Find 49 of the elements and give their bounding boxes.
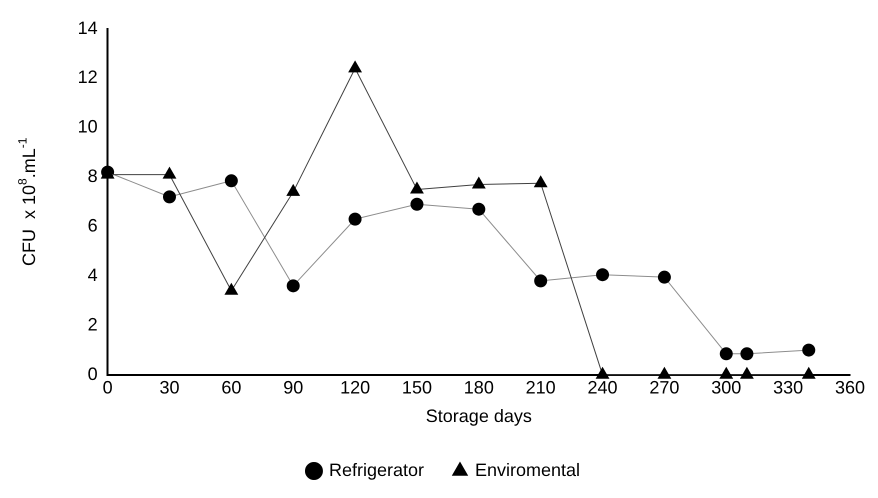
point — [740, 347, 754, 360]
point — [224, 283, 238, 295]
point — [534, 274, 548, 288]
point — [472, 202, 486, 216]
point — [596, 268, 610, 282]
point — [162, 190, 176, 204]
x-tick-label: 360 — [834, 378, 866, 398]
x-tick-label: 270 — [649, 378, 680, 398]
x-tick-label: 60 — [221, 378, 242, 398]
point — [534, 176, 548, 188]
point — [410, 198, 424, 211]
point — [472, 177, 486, 188]
x-axis-title: Storage days — [426, 406, 532, 426]
x-tick-label: 240 — [588, 378, 618, 398]
point — [720, 347, 733, 360]
y-tick-label: 12 — [78, 67, 98, 88]
point — [348, 212, 362, 226]
legend-label: Refrigerator — [328, 460, 424, 480]
y-axis-title: CFU x 108.mL-1 — [15, 137, 39, 266]
point — [286, 279, 300, 292]
x-tick-label: 300 — [711, 378, 742, 398]
x-tick-label: 30 — [159, 378, 180, 398]
point — [658, 367, 671, 379]
point — [596, 367, 610, 379]
x-tick-label: 150 — [402, 378, 432, 398]
point — [348, 60, 362, 72]
y-tick-label: 4 — [88, 264, 98, 285]
y-tick-label: 2 — [88, 314, 98, 334]
point — [802, 344, 816, 357]
point — [740, 367, 754, 379]
point — [720, 367, 733, 379]
point — [658, 270, 671, 284]
point — [162, 167, 176, 179]
point — [286, 184, 300, 196]
x-tick-label: 210 — [526, 378, 556, 398]
y-tick-label: 8 — [88, 166, 98, 186]
x-tick-label: 0 — [102, 378, 113, 398]
y-tick-label: 14 — [78, 18, 98, 38]
y-tick-label: 10 — [78, 116, 98, 137]
x-tick-label: 180 — [464, 378, 494, 398]
y-tick-label: 6 — [88, 215, 98, 236]
x-tick-label: 330 — [773, 378, 804, 398]
point — [802, 367, 816, 379]
legend-label: Enviromental — [474, 460, 580, 480]
x-tick-label: 90 — [283, 378, 304, 398]
y-tick-label: 0 — [88, 364, 98, 384]
point — [224, 174, 238, 188]
x-tick-label: 120 — [340, 378, 370, 398]
point — [410, 182, 424, 194]
